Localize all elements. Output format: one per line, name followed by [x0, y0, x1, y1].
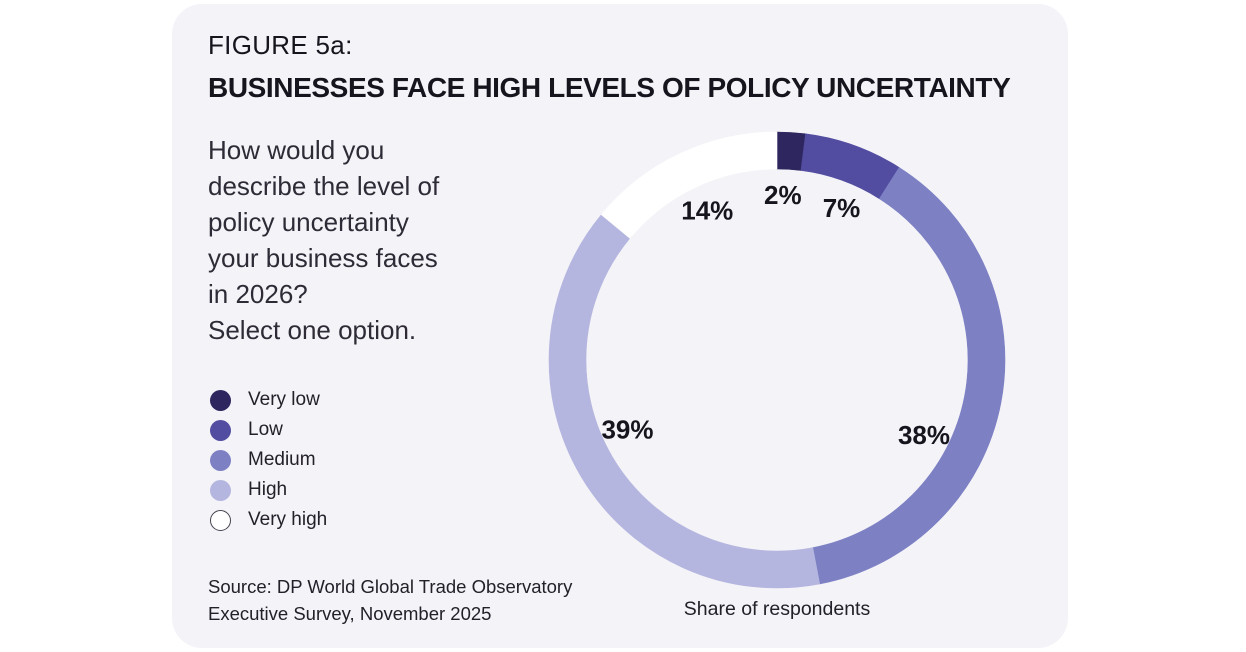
legend-label: Very high: [248, 509, 328, 530]
donut-slice-medium: [812, 167, 1006, 585]
slice-label-medium: 38%: [898, 420, 950, 450]
donut-slice-high: [548, 214, 821, 589]
question-text: How would you describe the level of policy…: [208, 132, 439, 348]
legend-label: Very low: [248, 389, 320, 410]
figure-label: FIGURE 5a:: [208, 30, 353, 60]
donut-chart: 2% 7% 38% 39% 14%: [542, 125, 1012, 595]
legend-label: Medium: [248, 449, 316, 470]
donut-slice-very-high: [600, 131, 778, 239]
legend-item-medium: Medium: [210, 445, 327, 475]
legend: Very low Low Medium High Very high: [210, 385, 327, 535]
legend-item-very-high: Very high: [210, 505, 327, 535]
donut-svg: 2% 7% 38% 39% 14%: [548, 131, 1006, 589]
legend-label: High: [248, 479, 288, 500]
legend-swatch-icon: [210, 419, 231, 441]
legend-item-high: High: [210, 475, 327, 505]
legend-swatch-icon: [210, 509, 231, 531]
question-line: How would you: [208, 135, 385, 165]
legend-swatch-icon: [210, 389, 231, 411]
slice-label-low: 7%: [823, 193, 861, 223]
slice-label-very-high: 14%: [681, 196, 733, 226]
question-line: your business faces: [208, 243, 438, 273]
donut-slice-very-low: [776, 131, 806, 171]
question-line: in 2026?: [208, 279, 308, 309]
slice-label-high: 39%: [601, 415, 653, 445]
legend-label: Low: [248, 419, 283, 440]
legend-swatch-icon: [210, 449, 231, 471]
legend-item-low: Low: [210, 415, 327, 445]
slice-label-very-low: 2%: [764, 180, 802, 210]
question-line: describe the level of: [208, 171, 440, 201]
source-line: Source: DP World Global Trade Observator…: [208, 576, 573, 597]
donut-slice-low: [800, 133, 900, 200]
source-line: Executive Survey, November 2025: [208, 603, 492, 624]
question-line: policy uncertainty: [208, 207, 409, 237]
legend-swatch-icon: [210, 479, 231, 501]
question-line: Select one option.: [208, 315, 417, 345]
figure-card: FIGURE 5a: BUSINESSES FACE HIGH LEVELS O…: [172, 4, 1068, 648]
chart-caption: Share of respondents: [683, 598, 871, 620]
source-text: Source: DP World Global Trade Observator…: [208, 573, 572, 627]
legend-item-very-low: Very low: [210, 385, 327, 415]
figure-title: BUSINESSES FACE HIGH LEVELS OF POLICY UN…: [208, 72, 1011, 103]
